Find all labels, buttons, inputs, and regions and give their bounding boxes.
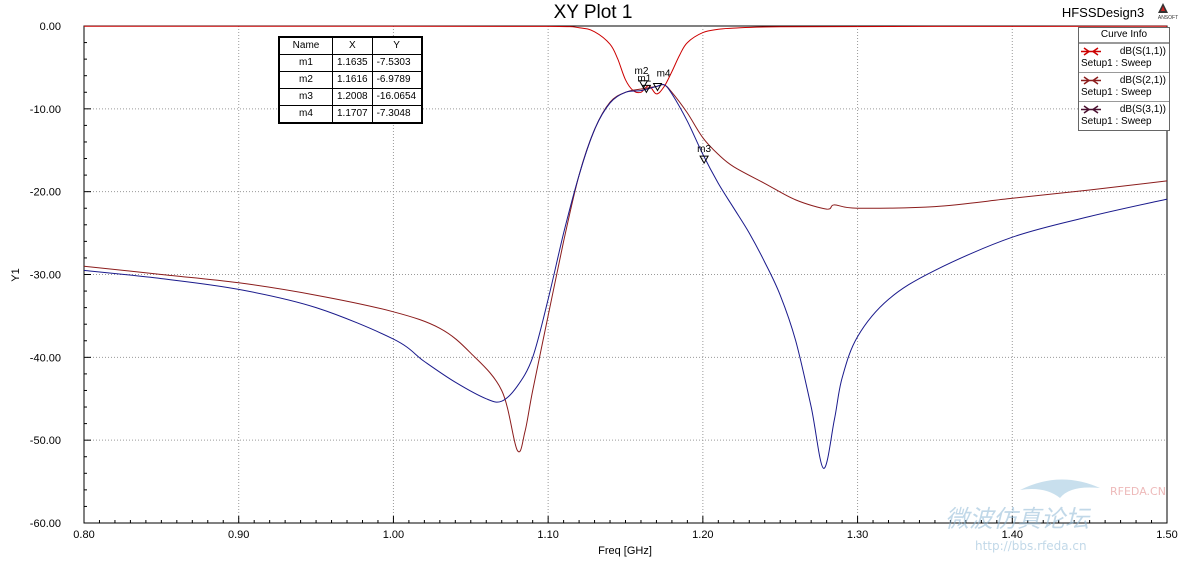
marker-y: -16.0654 [371, 88, 422, 106]
marker-x: 1.2008 [332, 88, 373, 106]
legend-item[interactable]: dB(S(3,1)) Setup1 : Sweep [1079, 101, 1169, 130]
y-tick-label: -10.00 [30, 104, 61, 116]
table-row: m2 1.1616 -6.9789 [279, 71, 422, 89]
x-tick-labels: 0.80 0.90 1.00 1.10 1.20 1.30 1.40 1.50 [73, 529, 1177, 541]
legend-curve-setup: Setup1 : Sweep [1081, 58, 1152, 69]
table-row: m3 1.2008 -16.0654 [279, 88, 422, 106]
legend-curve-name: dB(S(3,1)) [1119, 104, 1166, 115]
marker-m1[interactable] [641, 84, 652, 94]
y-axis-label: Y1 [10, 268, 22, 281]
legend-curve-setup: Setup1 : Sweep [1081, 87, 1152, 98]
header-y: Y [371, 37, 422, 55]
x-tick-label: 1.30 [847, 529, 868, 541]
y-tick-label: -50.00 [30, 435, 61, 447]
x-tick-label: 0.90 [228, 529, 249, 541]
marker-table: Name X Y m1 1.1635 -7.5303 m2 1.1616 -6.… [278, 36, 423, 124]
marker-m4[interactable] [652, 83, 663, 92]
legend-item[interactable]: dB(S(1,1)) Setup1 : Sweep [1079, 43, 1169, 72]
watermark-bird-icon [1020, 479, 1100, 498]
x-axis-label: Freq [GHz] [598, 545, 652, 557]
header-x: X [332, 37, 373, 55]
curve-series-1 [84, 25, 1168, 95]
marker-name: m2 [279, 71, 333, 89]
legend-title: Curve Info [1079, 28, 1169, 43]
y-tick-label: -30.00 [30, 270, 61, 282]
x-tick-label: 1.50 [1156, 529, 1177, 541]
curves [83, 25, 1168, 469]
marker-label-m4: m4 [657, 69, 671, 80]
marker-m2[interactable] [638, 80, 649, 89]
table-row: m4 1.1707 -7.3048 [279, 105, 422, 123]
axis-ticks [83, 25, 1168, 524]
curve-info-legend[interactable]: Curve Info dB(S(1,1)) Setup1 : Sweep dB(… [1078, 27, 1170, 131]
marker-x: 1.1707 [332, 105, 373, 123]
table-row: m1 1.1635 -7.5303 [279, 54, 422, 72]
x-tick-label: 0.80 [73, 529, 94, 541]
legend-item[interactable]: dB(S(2,1)) Setup1 : Sweep [1079, 72, 1169, 101]
marker-x: 1.1635 [332, 54, 373, 72]
y-tick-label: -20.00 [30, 187, 61, 199]
curve-series-3 [83, 83, 1168, 469]
y-tick-labels: 0.00 -10.00 -20.00 -30.00 -40.00 -50.00 -60.00 [30, 21, 61, 530]
ansoft-logo-icon: ANSOFT [1158, 3, 1178, 21]
marker-name: m4 [279, 105, 333, 123]
marker-name: m3 [279, 88, 333, 106]
y-tick-label: -40.00 [30, 352, 61, 364]
watermark-text-2: 微波仿真论坛 [945, 505, 1092, 533]
x-tick-label: 1.40 [1002, 529, 1023, 541]
marker-y: -6.9789 [371, 71, 422, 89]
marker-y: -7.3048 [371, 105, 422, 123]
marker-x: 1.1616 [332, 71, 373, 89]
marker-label-m3: m3 [697, 144, 711, 155]
x-tick-label: 1.10 [537, 529, 558, 541]
watermark-text-3: http://bbs.rfeda.cn [975, 539, 1087, 553]
legend-curve-setup: Setup1 : Sweep [1081, 116, 1152, 127]
curve-marker-icon [1081, 47, 1101, 56]
plot-title: XY Plot 1 [554, 2, 633, 23]
marker-label-m1: m1 [637, 73, 651, 84]
x-tick-label: 1.00 [383, 529, 404, 541]
grid [84, 26, 1167, 523]
design-name: HFSSDesign3 [1062, 5, 1144, 20]
watermark: RFEDA.CN 微波仿真论坛 http://bbs.rfeda.cn [945, 479, 1166, 553]
curve-marker-icon [1081, 105, 1101, 114]
y-tick-label: -60.00 [30, 518, 61, 530]
x-tick-label: 1.20 [692, 529, 713, 541]
y-tick-label: 0.00 [40, 21, 61, 33]
marker-label-m2: m2 [634, 66, 648, 77]
legend-curve-name: dB(S(1,1)) [1119, 46, 1166, 57]
legend-curve-name: dB(S(2,1)) [1119, 75, 1166, 86]
marker-table-header: Name X Y [279, 37, 422, 55]
header-name: Name [279, 37, 333, 55]
logo-text: ANSOFT [1158, 15, 1178, 21]
marker-name: m1 [279, 54, 333, 72]
curve-marker-icon [1081, 76, 1101, 85]
marker-y: -7.5303 [371, 54, 422, 72]
marker-m3[interactable] [699, 155, 709, 165]
watermark-text-1: RFEDA.CN [1110, 485, 1166, 498]
